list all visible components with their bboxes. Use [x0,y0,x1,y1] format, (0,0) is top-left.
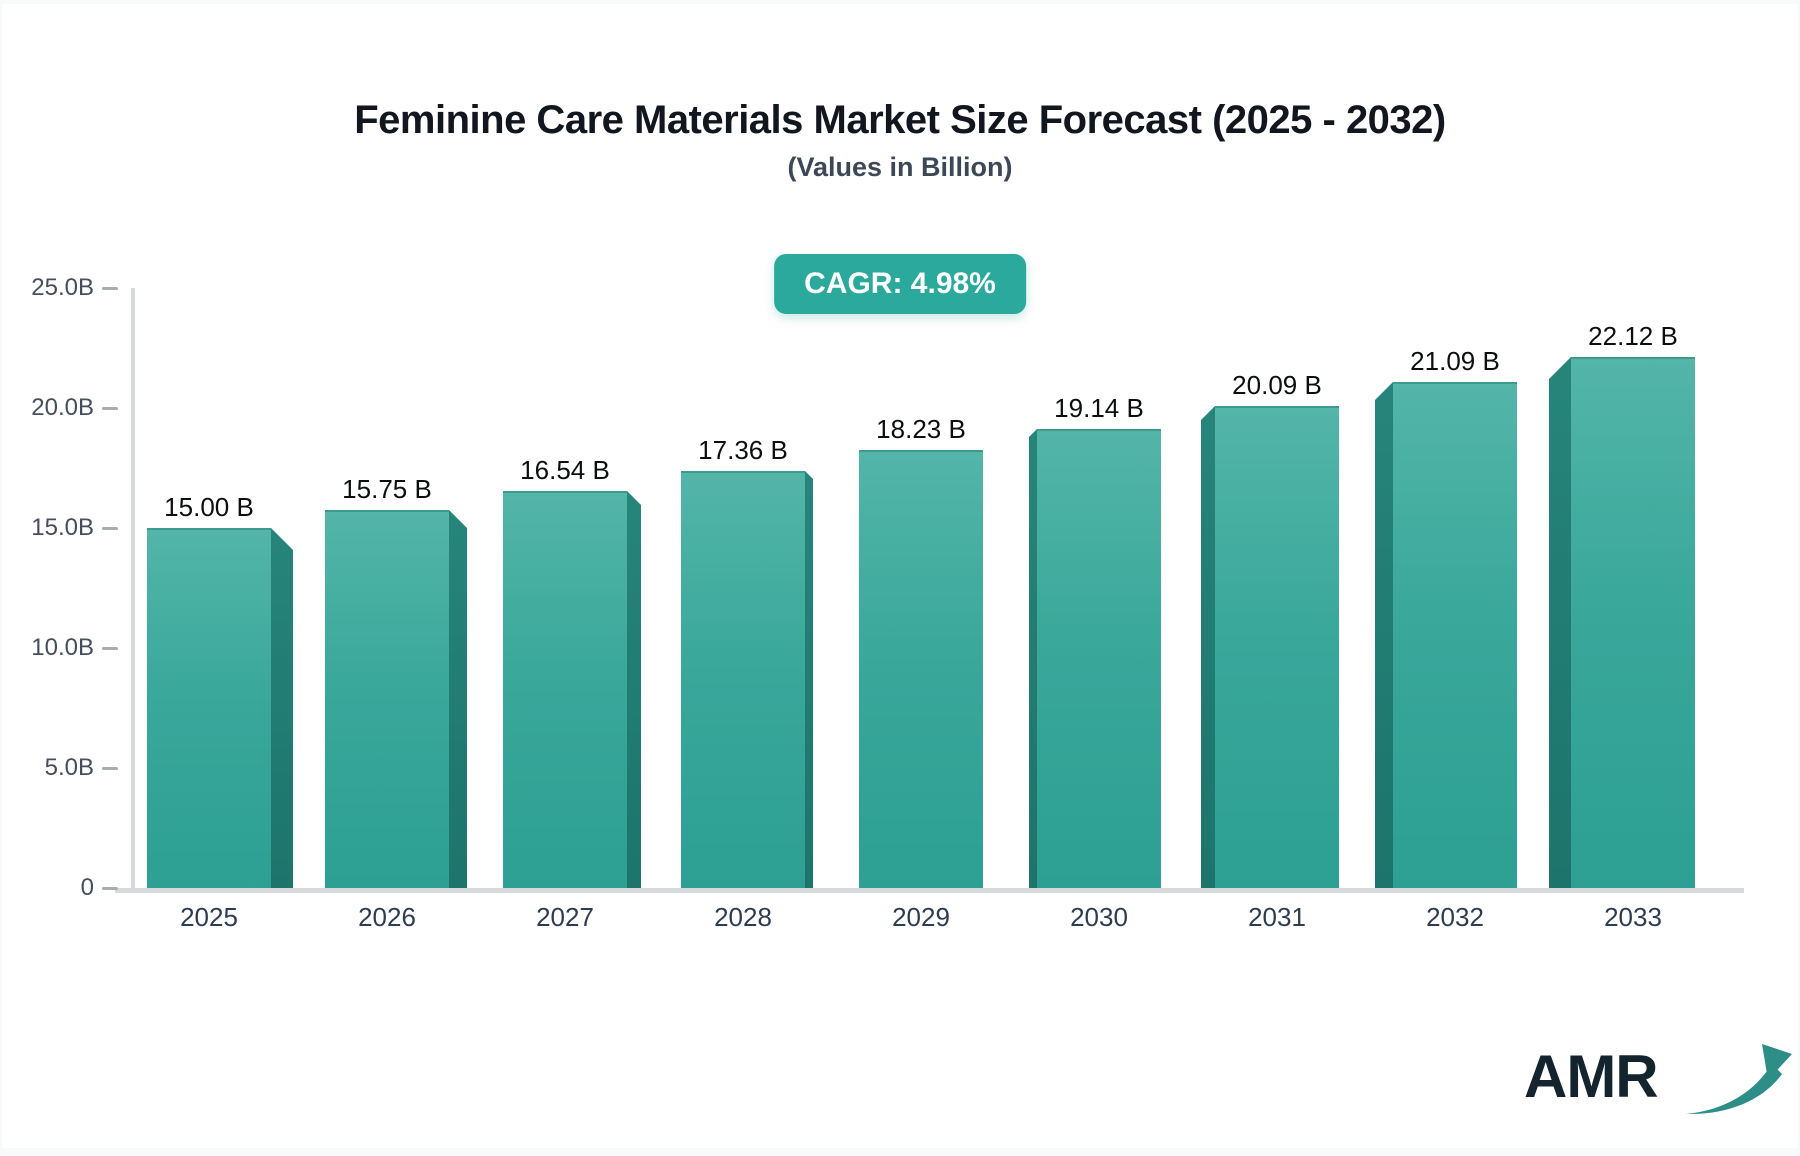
plot-area: 25.0B 20.0B 15.0B 10.0B 5.0B 0 15.00 B 2025 15.7… [2,4,1798,1148]
y-axis-tick-mark [102,527,118,530]
y-axis-tick-label: 5.0B [44,754,94,781]
y-axis-tick-mark [102,767,118,770]
x-axis-label-2025: 2025 [180,902,238,932]
bar-2027 [503,491,641,888]
bar-value-label: 15.00 B [164,492,254,522]
bar-2033 [1549,357,1695,888]
x-axis-label-2033: 2033 [1604,902,1662,932]
bar-3d-side [271,528,293,888]
y-axis-tick-label: 15.0B [31,514,94,541]
bar-3d-side [627,491,641,888]
bar-face [503,491,627,888]
x-axis-label-2027: 2027 [536,902,594,932]
y-axis-tick-label: 10.0B [31,634,94,661]
bar-face [1571,357,1695,888]
bar-2030 [1029,429,1161,888]
bar-2028 [681,471,813,888]
y-axis-tick-mark [102,287,118,290]
growth-arrow-icon [1686,1044,1792,1115]
bar-3d-side [1549,357,1571,888]
bar-2025 [147,528,293,888]
bar-3d-side [449,510,467,888]
chart-card: Feminine Care Materials Market Size Fore… [2,4,1798,1148]
chart-subtitle: (Values in Billion) [787,152,1013,182]
bar-face [325,510,449,888]
y-axis-tick-label: 25.0B [31,274,94,301]
bar-2029 [859,450,983,888]
x-axis-line [115,888,1744,893]
bar-value-label: 20.09 B [1232,370,1322,400]
cagr-badge: CAGR: 4.98% [774,254,1026,314]
bar-value-label: 18.23 B [876,414,966,444]
bar-2026 [325,510,467,888]
x-axis-label-2030: 2030 [1070,902,1128,932]
x-axis-label-2029: 2029 [892,902,950,932]
bar-3d-side [1201,406,1215,888]
bar-face [859,450,983,888]
bar-face [1393,382,1517,888]
bar-value-label: 19.14 B [1054,393,1144,423]
y-axis-tick-mark [102,887,118,890]
bar-face [681,471,805,888]
x-axis-label-2031: 2031 [1248,902,1306,932]
y-axis-tick-label: 20.0B [31,394,94,421]
bar-face [1037,429,1161,888]
amr-logo: AMR [1524,1042,1792,1132]
bar-value-label: 17.36 B [698,435,788,465]
x-axis-label-2028: 2028 [714,902,772,932]
bar-3d-side [805,471,813,888]
bar-3d-side [1029,429,1037,888]
y-axis-tick-label: 0 [80,874,94,901]
y-axis-tick-mark [102,647,118,650]
y-axis-tick-mark [102,407,118,410]
bar-value-label: 21.09 B [1410,346,1500,376]
bar-face [1215,406,1339,888]
y-axis-line [131,288,135,892]
bar-value-label: 15.75 B [342,474,432,504]
bar-face [147,528,271,888]
bar-2031 [1201,406,1339,888]
bar-2032 [1375,382,1517,888]
bar-3d-side [1375,382,1393,888]
amr-logo-text: AMR [1524,1043,1659,1110]
x-axis-label-2026: 2026 [358,902,416,932]
x-axis-label-2032: 2032 [1426,902,1484,932]
bar-value-label: 22.12 B [1588,321,1678,351]
chart-title: Feminine Care Materials Market Size Fore… [354,98,1446,142]
bar-value-label: 16.54 B [520,455,610,485]
